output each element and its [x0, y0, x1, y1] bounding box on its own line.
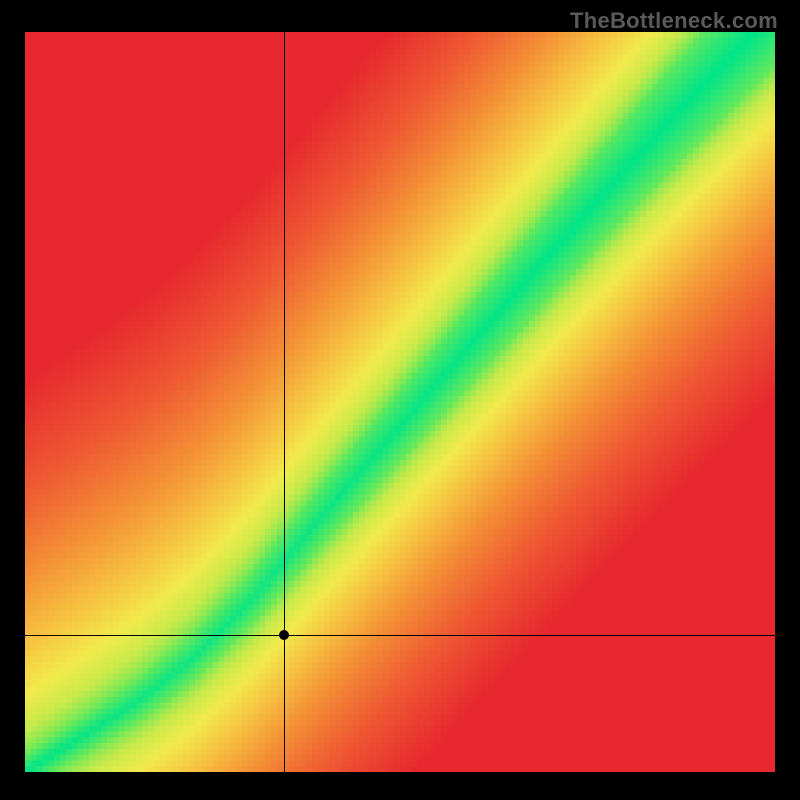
chart-container: TheBottleneck.com [0, 0, 800, 800]
plot-area [25, 32, 775, 772]
watermark-text: TheBottleneck.com [570, 8, 778, 34]
crosshair-marker [279, 630, 289, 640]
crosshair-horizontal [25, 635, 775, 636]
heatmap-canvas [25, 32, 775, 772]
crosshair-vertical [284, 32, 285, 772]
